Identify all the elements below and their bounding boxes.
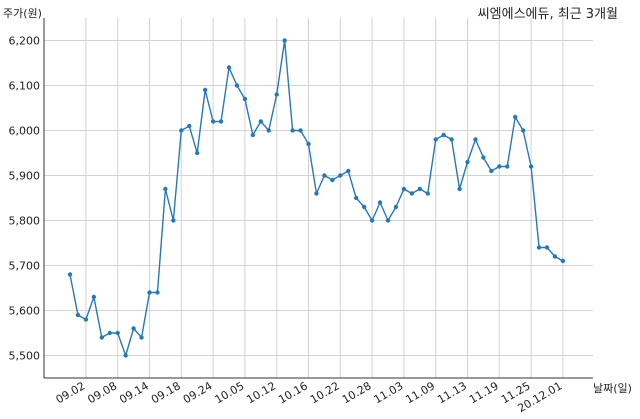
data-point <box>107 330 112 336</box>
data-point <box>83 317 89 322</box>
data-point <box>322 173 327 178</box>
x-tick-label: 09.14 <box>117 379 151 406</box>
data-point <box>385 218 391 223</box>
x-tick-label: 09.02 <box>54 379 88 406</box>
data-point <box>409 191 415 196</box>
y-tick-label: 5,700 <box>9 260 41 273</box>
data-point <box>393 204 399 210</box>
data-point <box>361 204 367 210</box>
data-point <box>290 128 295 133</box>
data-point <box>417 186 422 192</box>
data-point <box>67 272 73 277</box>
data-point <box>123 353 128 358</box>
data-point <box>163 186 168 192</box>
price-series-line <box>69 39 564 357</box>
y-tick-label: 6,100 <box>9 80 41 93</box>
data-point <box>179 128 184 133</box>
data-point <box>560 258 566 264</box>
data-point <box>520 128 526 133</box>
data-point <box>234 83 240 88</box>
x-tick-label: 10.05 <box>213 379 247 406</box>
data-point <box>528 164 534 169</box>
data-point <box>258 119 263 124</box>
data-point <box>91 294 97 300</box>
data-point <box>115 330 120 336</box>
x-tick-label: 09.18 <box>149 379 183 406</box>
data-point <box>401 186 407 192</box>
x-tick-label: 10.16 <box>276 379 310 406</box>
data-point <box>497 164 502 169</box>
y-tick-label: 6,200 <box>9 35 41 48</box>
data-point <box>489 168 494 174</box>
data-point <box>266 128 271 133</box>
y-tick-label: 5,600 <box>9 305 41 318</box>
data-point <box>250 132 256 138</box>
data-point <box>306 141 311 147</box>
data-point <box>338 173 343 178</box>
x-tick-label: 11.03 <box>372 379 406 406</box>
data-point <box>481 155 486 160</box>
data-point <box>536 245 542 250</box>
x-tick-label: 11.19 <box>467 379 501 406</box>
data-point <box>218 119 224 124</box>
data-point <box>473 137 478 142</box>
data-point <box>544 245 550 250</box>
y-axis-label: 주가(원) <box>3 7 42 20</box>
data-point <box>139 335 144 340</box>
data-point <box>457 186 462 192</box>
data-point <box>505 164 510 169</box>
data-point <box>314 191 319 196</box>
data-point <box>465 159 470 165</box>
data-point <box>147 290 152 295</box>
x-tick-label: 09.08 <box>85 379 119 406</box>
x-tick-label: 10.28 <box>340 379 374 406</box>
x-tick-label: 11.09 <box>403 379 437 406</box>
y-tick-label: 5,500 <box>9 350 41 363</box>
data-point <box>377 200 383 205</box>
data-point <box>210 119 216 124</box>
data-point <box>171 218 176 223</box>
data-point <box>441 132 446 138</box>
data-point <box>354 195 359 201</box>
data-point <box>187 123 192 129</box>
data-point <box>75 312 81 318</box>
data-point <box>425 191 430 196</box>
x-tick-label: 10.12 <box>244 379 278 406</box>
x-tick-label: 09.24 <box>181 379 215 406</box>
data-point <box>433 137 438 142</box>
y-tick-label: 6,000 <box>9 125 41 138</box>
data-point <box>195 150 200 156</box>
data-point <box>202 87 208 93</box>
data-point <box>282 38 287 43</box>
data-point <box>330 177 335 183</box>
chart-title: 씨엠에스에듀, 최근 3개월 <box>477 7 618 22</box>
y-tick-label: 5,800 <box>9 215 41 228</box>
data-point <box>346 168 351 174</box>
x-tick-label: 10.22 <box>308 379 342 406</box>
data-point <box>242 96 248 102</box>
data-point <box>274 92 279 97</box>
data-point <box>449 137 454 142</box>
data-point <box>131 326 136 331</box>
data-point <box>552 254 558 259</box>
data-point <box>155 290 160 295</box>
data-point <box>369 218 375 223</box>
x-axis-label: 날짜(일) <box>593 382 632 395</box>
y-tick-label: 5,900 <box>9 170 41 183</box>
data-point <box>298 128 303 133</box>
x-tick-label: 11.13 <box>435 379 469 406</box>
data-point <box>226 65 232 70</box>
data-point <box>513 114 518 120</box>
data-point <box>99 335 105 340</box>
